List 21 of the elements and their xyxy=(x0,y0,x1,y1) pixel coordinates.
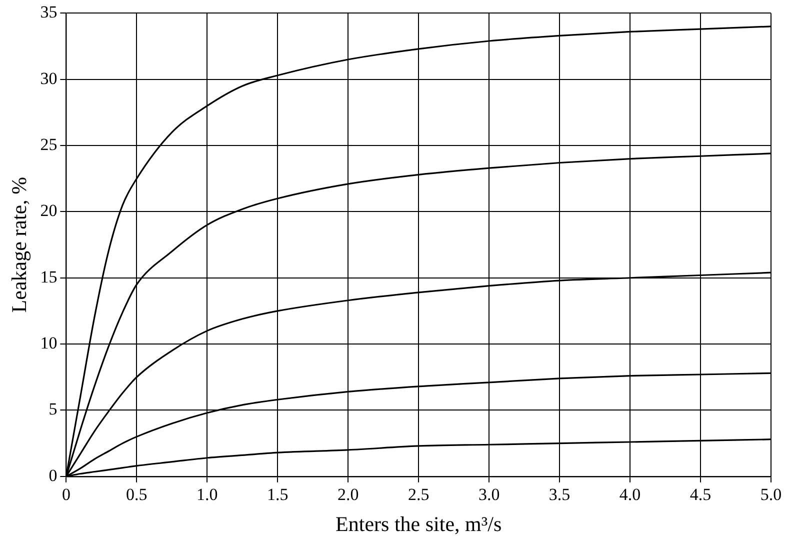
x-tick-label: 5.0 xyxy=(760,485,782,504)
x-axis-title: Enters the site, m³/s xyxy=(336,512,502,536)
x-tick-label: 1.0 xyxy=(196,485,218,504)
x-tick-label: 2.5 xyxy=(408,485,430,504)
x-tick-label: 4.5 xyxy=(690,485,712,504)
x-tick-label: 4.0 xyxy=(619,485,641,504)
y-tick-label: 20 xyxy=(40,201,58,220)
y-axis-title: Leakage rate, % xyxy=(7,176,32,313)
x-tick-label: 1.5 xyxy=(267,485,288,504)
y-tick-label: 15 xyxy=(40,267,58,286)
x-tick-label: 3.5 xyxy=(548,485,570,504)
y-tick-label: 10 xyxy=(40,334,58,353)
x-tick-label: 0.5 xyxy=(126,485,148,504)
x-tick-label: 2.0 xyxy=(337,485,359,504)
x-tick-label: 0 xyxy=(62,485,70,504)
y-tick-label: 5 xyxy=(48,400,58,419)
y-tick-label: 25 xyxy=(40,135,58,154)
y-tick-label: 0 xyxy=(48,466,58,485)
y-tick-label: 30 xyxy=(40,68,58,88)
x-tick-label: 3.0 xyxy=(478,485,500,504)
y-tick-label: 35 xyxy=(40,2,58,22)
